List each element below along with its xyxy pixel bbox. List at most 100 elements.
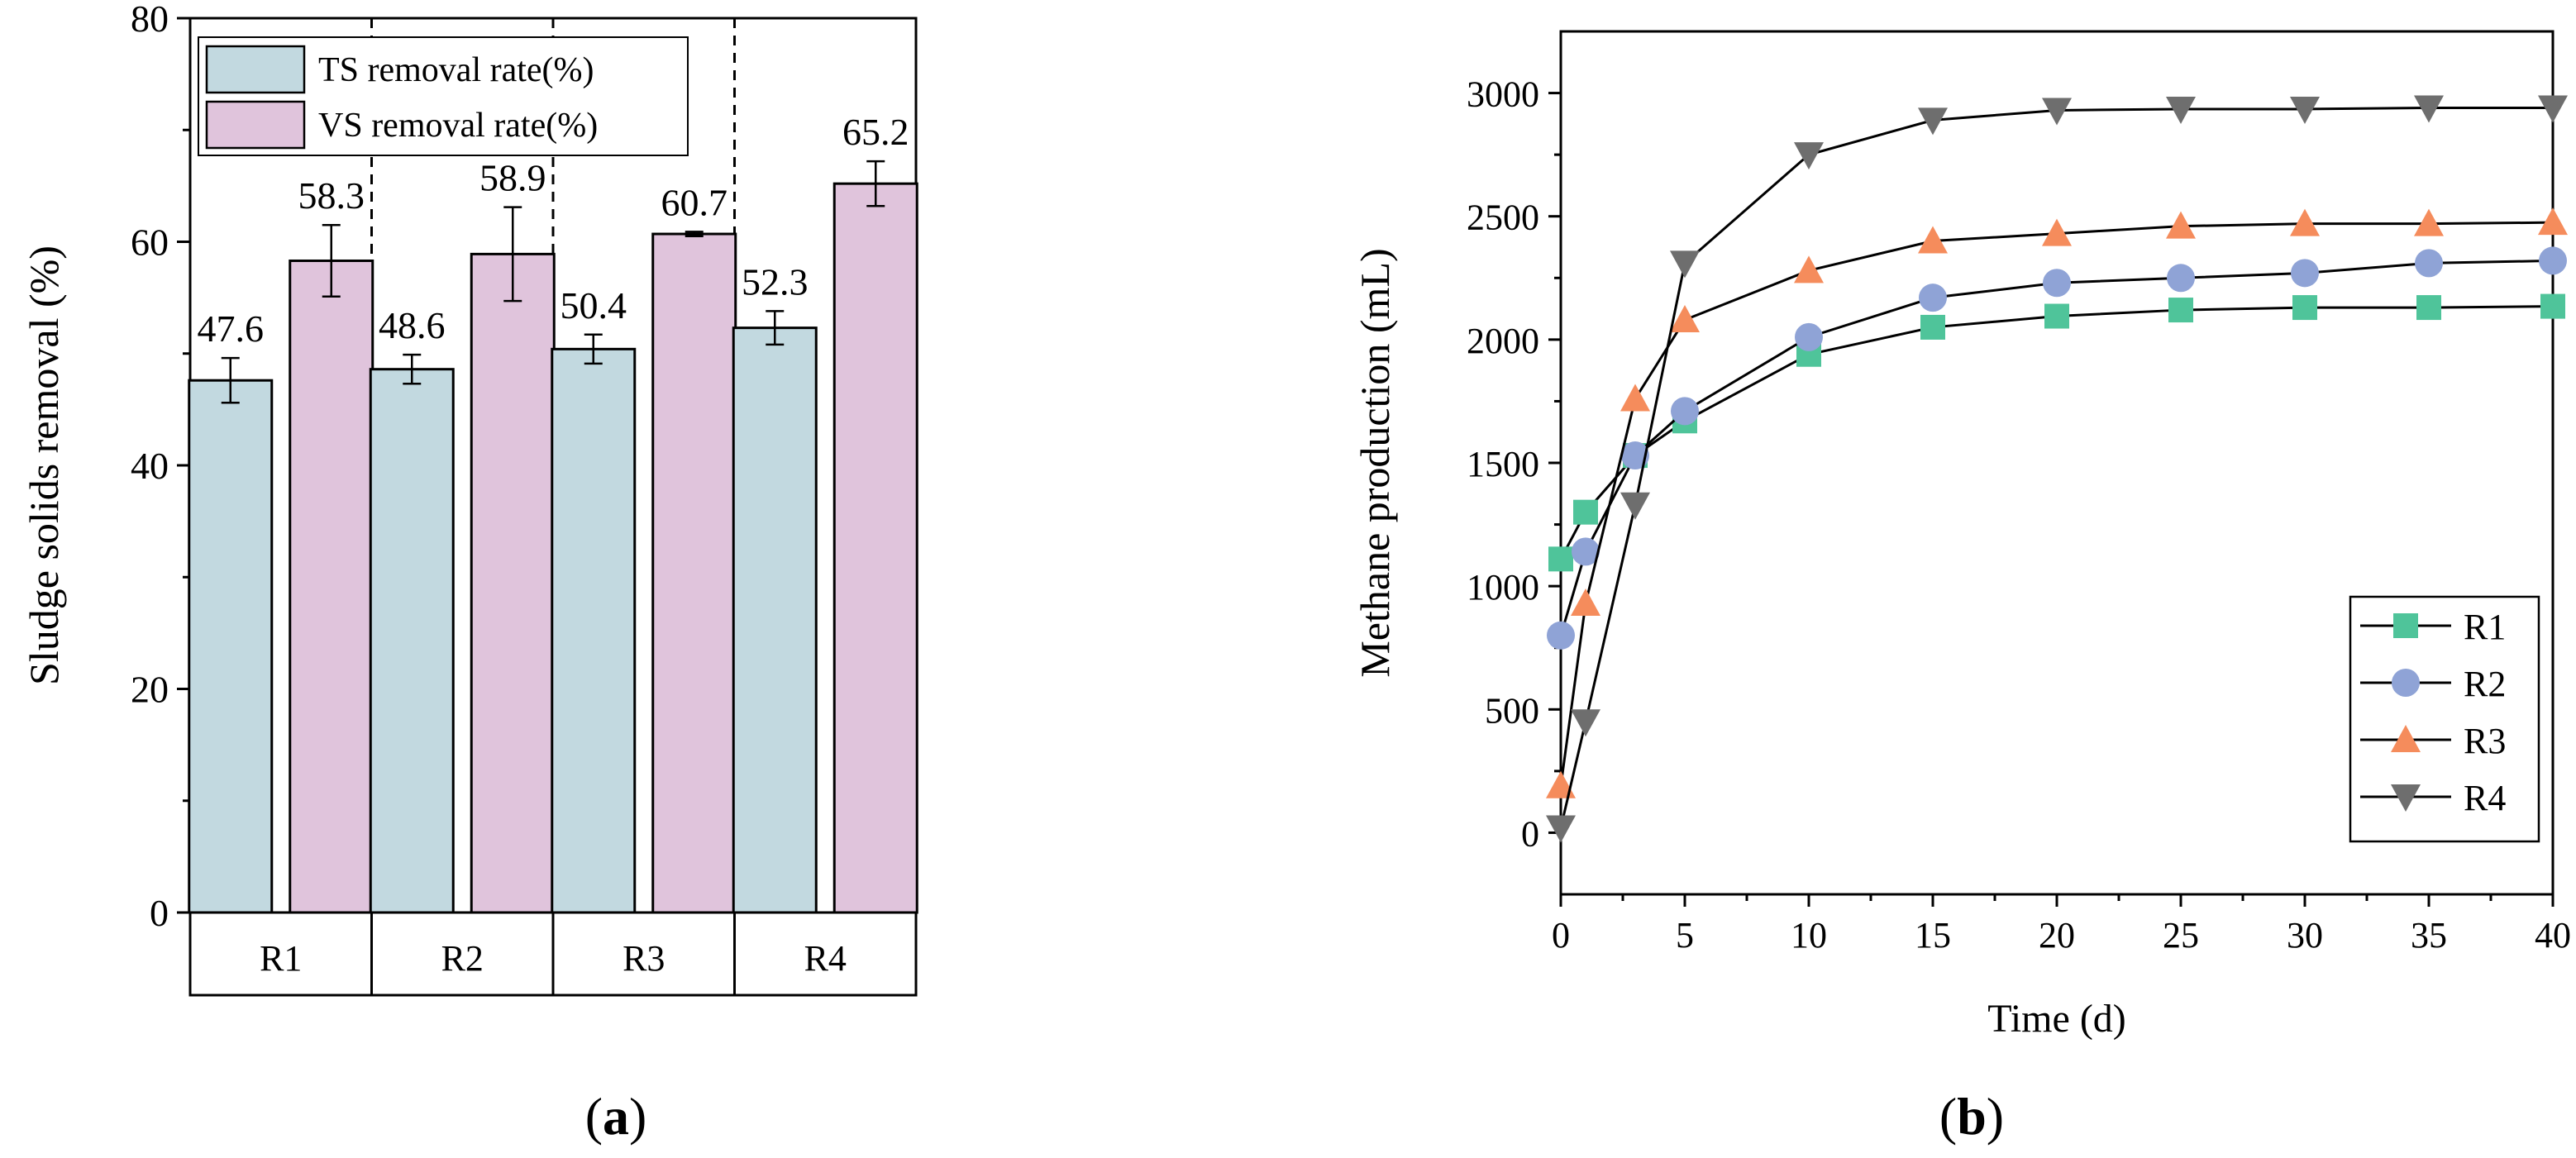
data-point-r4	[2414, 95, 2444, 123]
category-label: R3	[623, 938, 665, 979]
y-axis-label: Sludge solids removal (%)	[21, 245, 67, 685]
bar	[470, 252, 556, 914]
legend-marker	[2392, 669, 2420, 697]
data-point-r1	[2292, 295, 2317, 321]
legend-marker	[2391, 784, 2421, 812]
category-label: R2	[441, 938, 484, 979]
y-tick-label: 60	[131, 222, 169, 264]
bar	[732, 326, 818, 914]
legend-label: R2	[2464, 664, 2506, 704]
data-point-r4	[1794, 142, 1824, 170]
data-point-r2	[2291, 259, 2319, 288]
data-point-r1	[1573, 499, 1598, 525]
data-point-r3	[1571, 589, 1600, 617]
y-tick-label: 2000	[1467, 321, 1539, 361]
data-point-r4	[2166, 96, 2196, 124]
bar	[551, 347, 637, 914]
bar	[651, 232, 737, 914]
data-label: 65.2	[842, 111, 909, 153]
x-tick-label: 20	[2039, 915, 2075, 955]
data-point-r4	[1571, 709, 1600, 737]
y-axis-label: Methane production (mL)	[1352, 248, 1398, 677]
data-point-r4	[2042, 98, 2072, 126]
data-point-r2	[2167, 264, 2195, 293]
category-label: R4	[804, 938, 847, 979]
data-point-r3	[1918, 226, 1948, 254]
legend-label: R1	[2464, 607, 2506, 647]
data-label: 48.6	[379, 304, 446, 346]
x-tick-label: 30	[2287, 915, 2323, 955]
data-label: 58.9	[479, 157, 546, 199]
y-tick-label: 40	[131, 445, 169, 487]
x-axis-label: Time (d)	[1987, 997, 2126, 1041]
legend: R1 R2 R3 R4	[2349, 595, 2540, 843]
y-tick-label: 500	[1485, 690, 1539, 731]
data-point-r4	[2290, 96, 2320, 124]
data-point-r2	[1919, 284, 1947, 312]
data-point-r2	[1621, 441, 1649, 470]
legend: TS removal rate(%) VS removal rate(%)	[198, 36, 689, 156]
data-point-r1	[2540, 293, 2565, 319]
data-point-r1	[2044, 303, 2069, 329]
data-point-r3	[2414, 208, 2444, 236]
data-point-r2	[2043, 269, 2071, 298]
panel-b-label: (b)	[1939, 1087, 2004, 1146]
data-label: 47.6	[198, 307, 265, 350]
legend-label: R3	[2464, 721, 2506, 761]
data-label: 60.7	[661, 181, 728, 223]
data-point-r1	[2416, 295, 2441, 321]
data-point-r3	[1670, 304, 1700, 332]
data-point-r2	[1572, 537, 1600, 566]
y-tick-label: 1000	[1467, 567, 1539, 608]
data-point-r3	[2290, 208, 2320, 236]
x-tick-label: 35	[2411, 915, 2447, 955]
category-label: R1	[260, 938, 302, 979]
y-tick-label: 0	[1521, 813, 1539, 854]
data-point-r2	[1671, 397, 1699, 426]
data-point-r1	[1548, 546, 1573, 572]
x-tick-label: 10	[1791, 915, 1827, 955]
data-point-r4	[2538, 95, 2568, 123]
legend-label: VS removal rate(%)	[318, 107, 598, 145]
bar	[369, 368, 455, 914]
panel-a-label: (a)	[585, 1087, 647, 1146]
data-point-r4	[1620, 492, 1650, 520]
legend-box	[2349, 595, 2540, 843]
data-label: 50.4	[561, 284, 627, 326]
legend-label: R4	[2464, 778, 2506, 818]
data-point-r4	[1918, 107, 1948, 136]
bar	[832, 182, 918, 914]
y-tick-label: 20	[131, 669, 169, 711]
data-point-r1	[2168, 298, 2193, 323]
data-point-r2	[1547, 621, 1575, 650]
y-tick-label: 0	[150, 892, 169, 934]
y-tick-label: 2500	[1467, 198, 1539, 238]
x-tick-label: 5	[1676, 915, 1694, 955]
data-point-r2	[2539, 246, 2567, 275]
data-label: 58.3	[298, 174, 365, 217]
x-tick-label: 25	[2163, 915, 2199, 955]
panel-b: 0 500 1000 1500 2000 2500 3000 0 5 10 15 20 25 30 35 40…	[1352, 30, 2571, 1041]
data-point-r3	[2538, 207, 2568, 236]
data-point-r3	[1794, 255, 1824, 284]
legend-marker	[2391, 725, 2421, 752]
data-label: 52.3	[742, 260, 809, 303]
bar	[289, 259, 374, 914]
x-tick-label: 0	[1552, 915, 1570, 955]
data-point-r4	[1670, 250, 1700, 279]
data-point-r3	[2042, 218, 2072, 246]
data-point-r2	[2415, 249, 2443, 278]
data-point-r2	[1795, 322, 1823, 351]
series-line-r1	[1559, 305, 2554, 560]
x-tick-label: 40	[2535, 915, 2571, 955]
data-point-r1	[1920, 314, 1945, 340]
y-tick-label: 1500	[1467, 444, 1539, 484]
bar	[188, 379, 274, 914]
legend-marker	[2393, 613, 2418, 638]
data-point-r3	[1620, 384, 1650, 412]
panel-a: 0 20 40 60 80 Sludge solids removal (%) R1 47.6…	[21, 0, 918, 997]
y-tick-label: 3000	[1467, 74, 1539, 115]
x-tick-label: 15	[1915, 915, 1951, 955]
legend-label: TS removal rate(%)	[318, 51, 594, 89]
